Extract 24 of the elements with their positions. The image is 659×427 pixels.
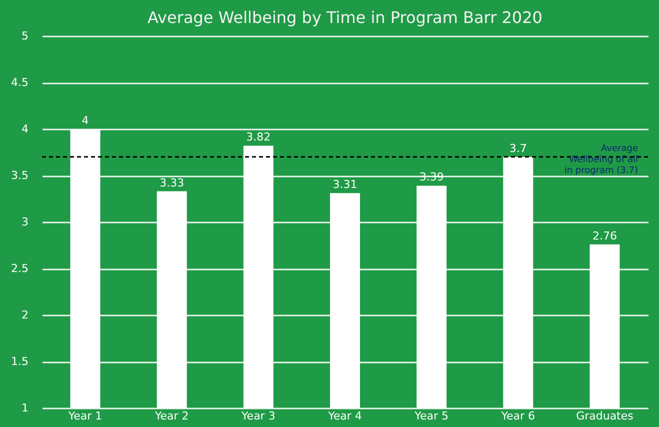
y-tick-label: 1: [22, 402, 28, 414]
data-label: 3.82: [246, 130, 271, 144]
data-label: 2.76: [592, 229, 617, 242]
x-tick-label: Year 1: [67, 410, 102, 422]
y-tick-label: 3.5: [11, 169, 28, 182]
x-tick-label: Year 2: [154, 410, 189, 422]
data-label: 3.33: [160, 176, 184, 190]
data-label: 3.31: [332, 178, 358, 192]
y-tick-label: 4.5: [11, 76, 28, 89]
x-tick-label: Year 4: [327, 410, 362, 422]
data-label: 3.7: [509, 142, 527, 155]
y-tick-label: 3: [22, 216, 28, 228]
x-tick-label: Graduates: [576, 410, 634, 422]
data-label: 4: [82, 114, 89, 127]
y-tick-label: 4: [22, 122, 28, 136]
y-tick-label: 2: [22, 308, 28, 322]
y-tick-label: 1.5: [11, 355, 28, 368]
x-tick-label: Year 3: [240, 410, 276, 422]
x-tick-label: Year 5: [414, 410, 448, 422]
chart-title: Average Wellbeing by Time in Program Barr 2020: [148, 8, 542, 27]
y-tick-label: 5: [22, 30, 28, 42]
ref-line-label: Average Wellbeing of all in program (3.7): [564, 144, 638, 176]
y-tick-label: 2.5: [11, 262, 28, 275]
x-tick-label: Year 6: [500, 410, 536, 422]
